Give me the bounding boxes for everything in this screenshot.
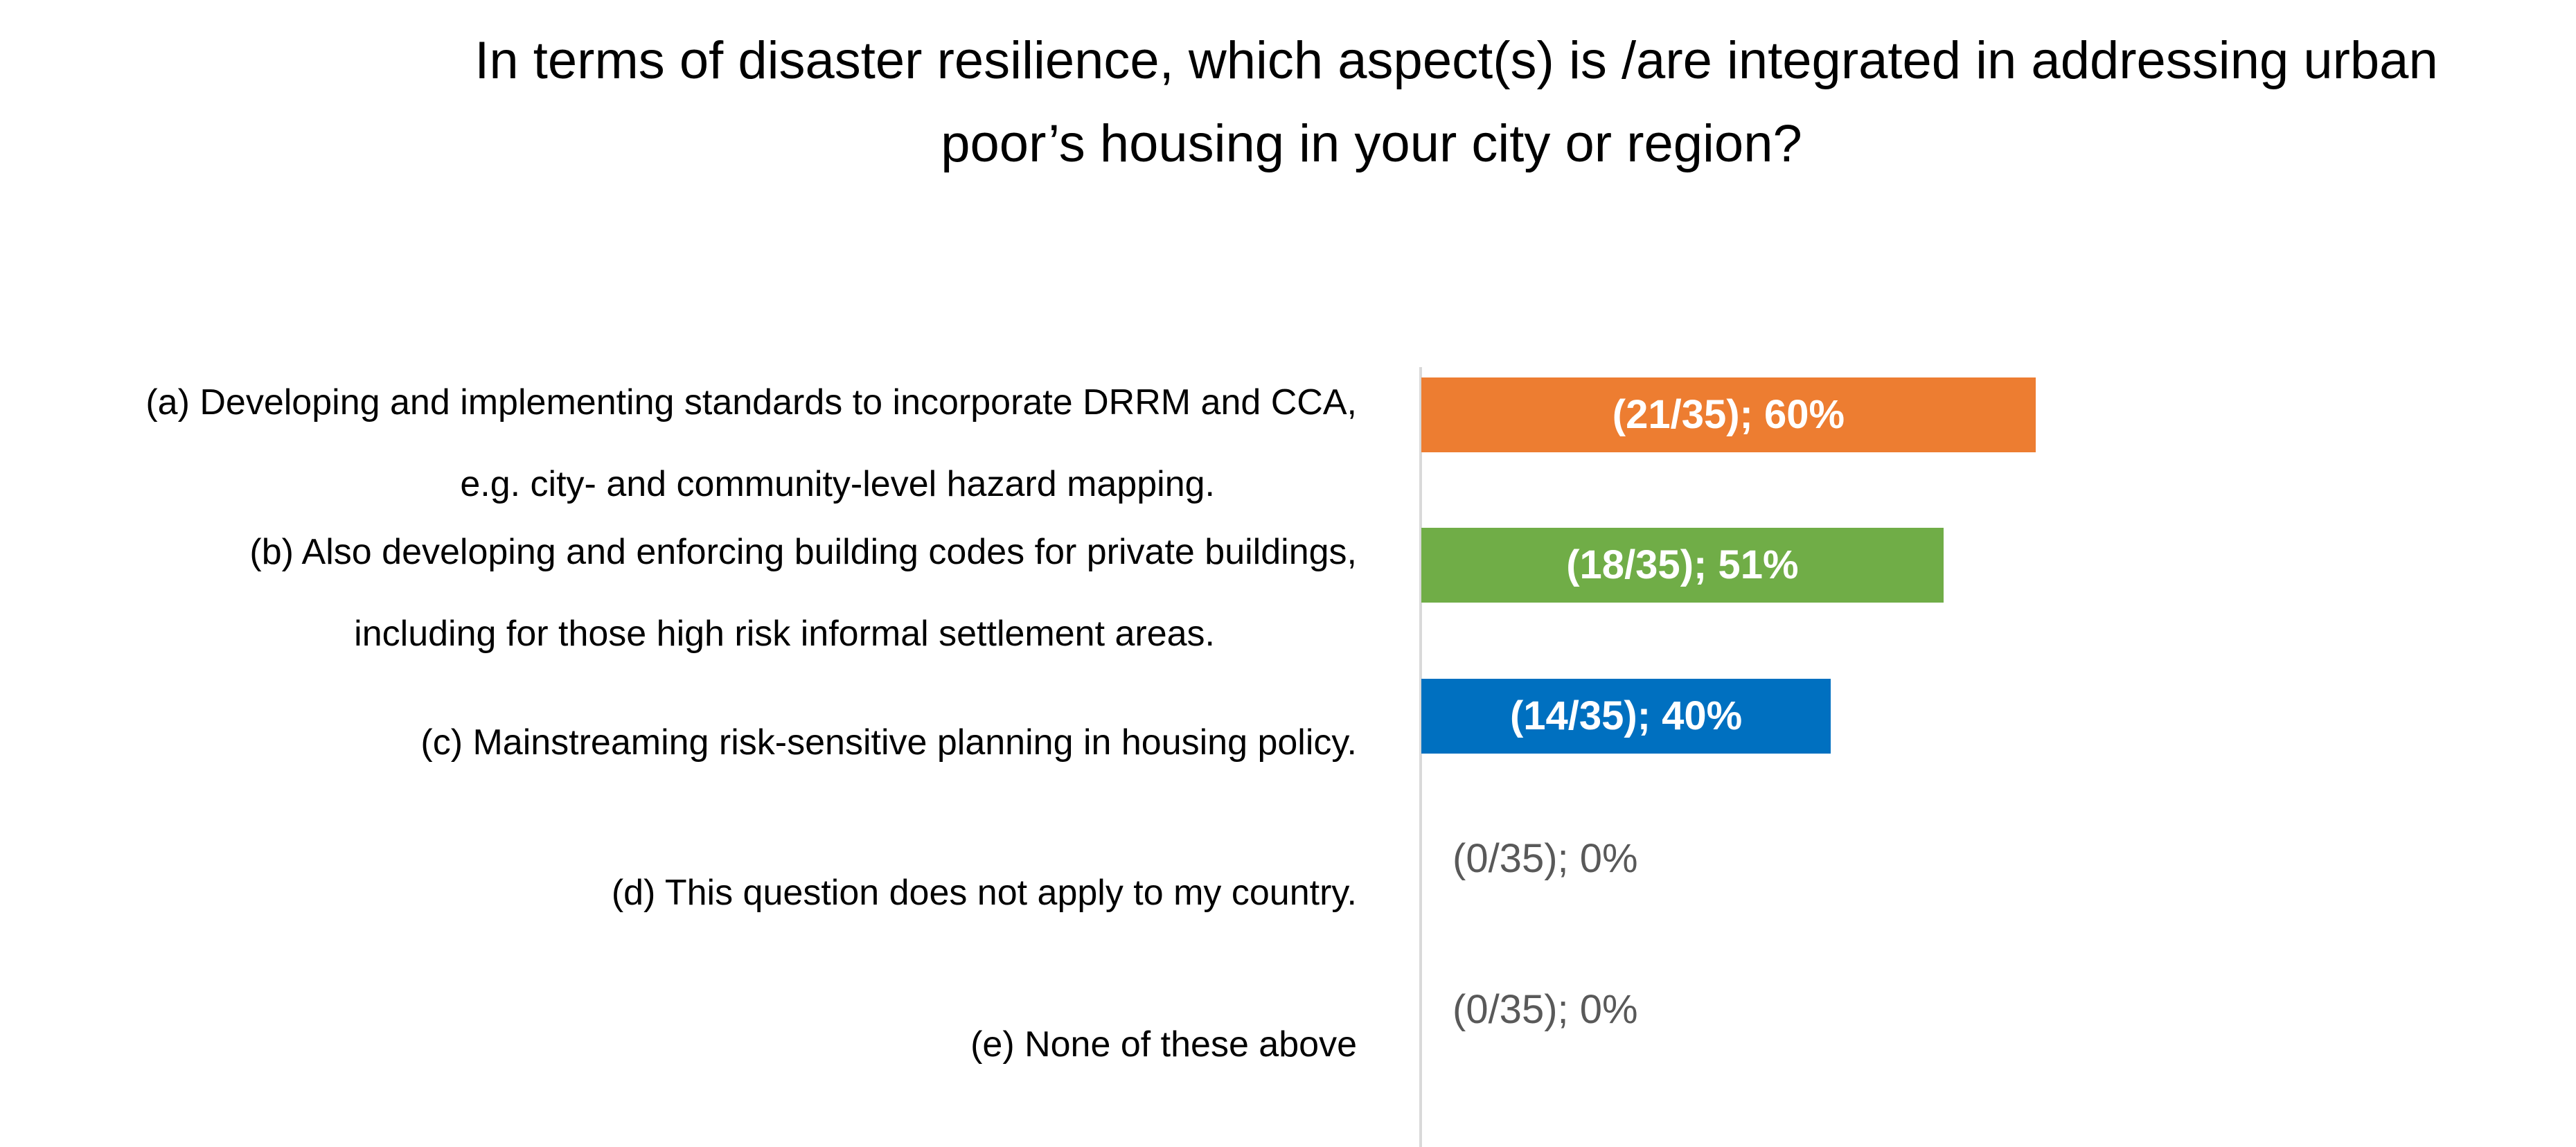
category-axis-line bbox=[1419, 367, 1422, 1147]
chart-title-line-1: In terms of disaster resilience, which a… bbox=[474, 31, 2438, 90]
category-label-line: including for those high risk informal s… bbox=[354, 614, 1215, 654]
chart-title: In terms of disaster resilience, which a… bbox=[208, 19, 2535, 186]
data-label: (0/35); 0% bbox=[1453, 987, 1638, 1032]
data-label: (18/35); 51% bbox=[1566, 542, 1799, 587]
category-label-line: (b) Also developing and enforcing buildi… bbox=[249, 532, 1357, 572]
category-label-line: (d) This question does not apply to my c… bbox=[611, 873, 1357, 913]
category-label-line: (a) Developing and implementing standard… bbox=[145, 382, 1357, 423]
bar bbox=[1421, 377, 2036, 452]
category-label-line: (e) None of these above bbox=[970, 1024, 1357, 1065]
data-label: (14/35); 40% bbox=[1509, 693, 1743, 738]
bar bbox=[1421, 679, 1831, 754]
category-label: (c) Mainstreaming risk-sensitive plannin… bbox=[420, 702, 1357, 783]
category-label: (b) Also developing and enforcing buildi… bbox=[249, 511, 1357, 675]
category-label-line: (c) Mainstreaming risk-sensitive plannin… bbox=[420, 722, 1357, 763]
chart-title-line-2: poor’s housing in your city or region? bbox=[941, 114, 1802, 173]
data-label: (21/35); 60% bbox=[1612, 392, 1845, 437]
data-label: (0/35); 0% bbox=[1453, 836, 1638, 881]
category-label: (e) None of these above bbox=[970, 1004, 1357, 1085]
category-label-line: e.g. city- and community-level hazard ma… bbox=[460, 464, 1215, 504]
bar bbox=[1421, 528, 1944, 603]
category-label: (a) Developing and implementing standard… bbox=[145, 362, 1357, 525]
category-label: (d) This question does not apply to my c… bbox=[612, 852, 1357, 934]
